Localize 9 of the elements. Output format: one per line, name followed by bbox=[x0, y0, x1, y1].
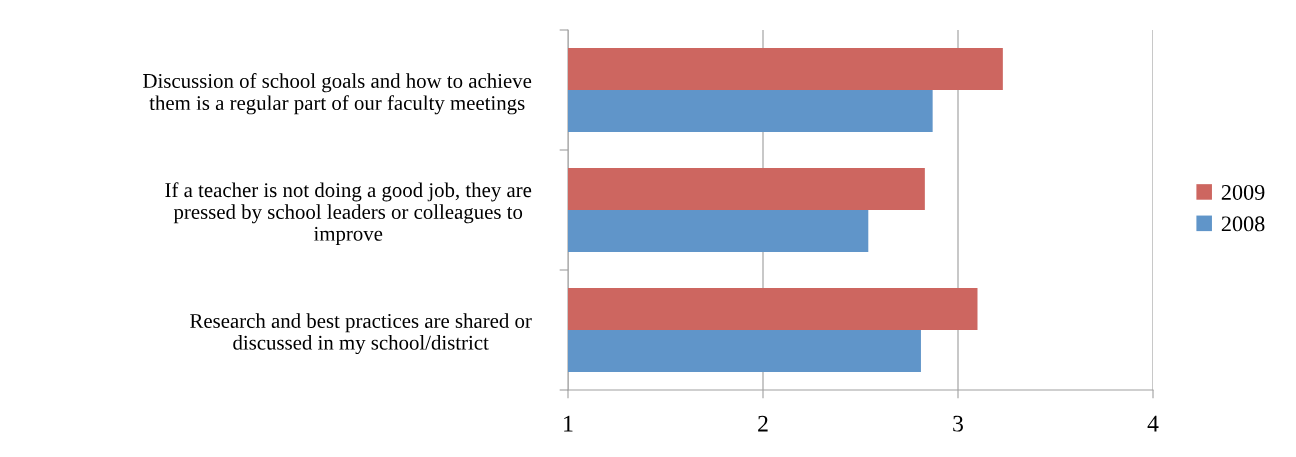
x-tick-label: 3 bbox=[953, 415, 963, 432]
y-tick-label: If a teacher is not doing a good job, they are pressed by school leaders or colleagues to improve bbox=[165, 182, 532, 246]
legend-label: 2009 bbox=[1221, 184, 1265, 200]
y-tick-label: Research and best practices are shared or discussed in my school/district bbox=[190, 313, 532, 355]
x-tick-label: 2 bbox=[758, 415, 768, 432]
x-tick-label: 1 bbox=[564, 415, 573, 432]
y-tick-label: Discussion of school goals and how to achieve them is a regular part of our faculty meetings bbox=[143, 73, 532, 115]
legend-label: 2008 bbox=[1221, 216, 1265, 232]
x-tick-label: 4 bbox=[1147, 415, 1159, 432]
